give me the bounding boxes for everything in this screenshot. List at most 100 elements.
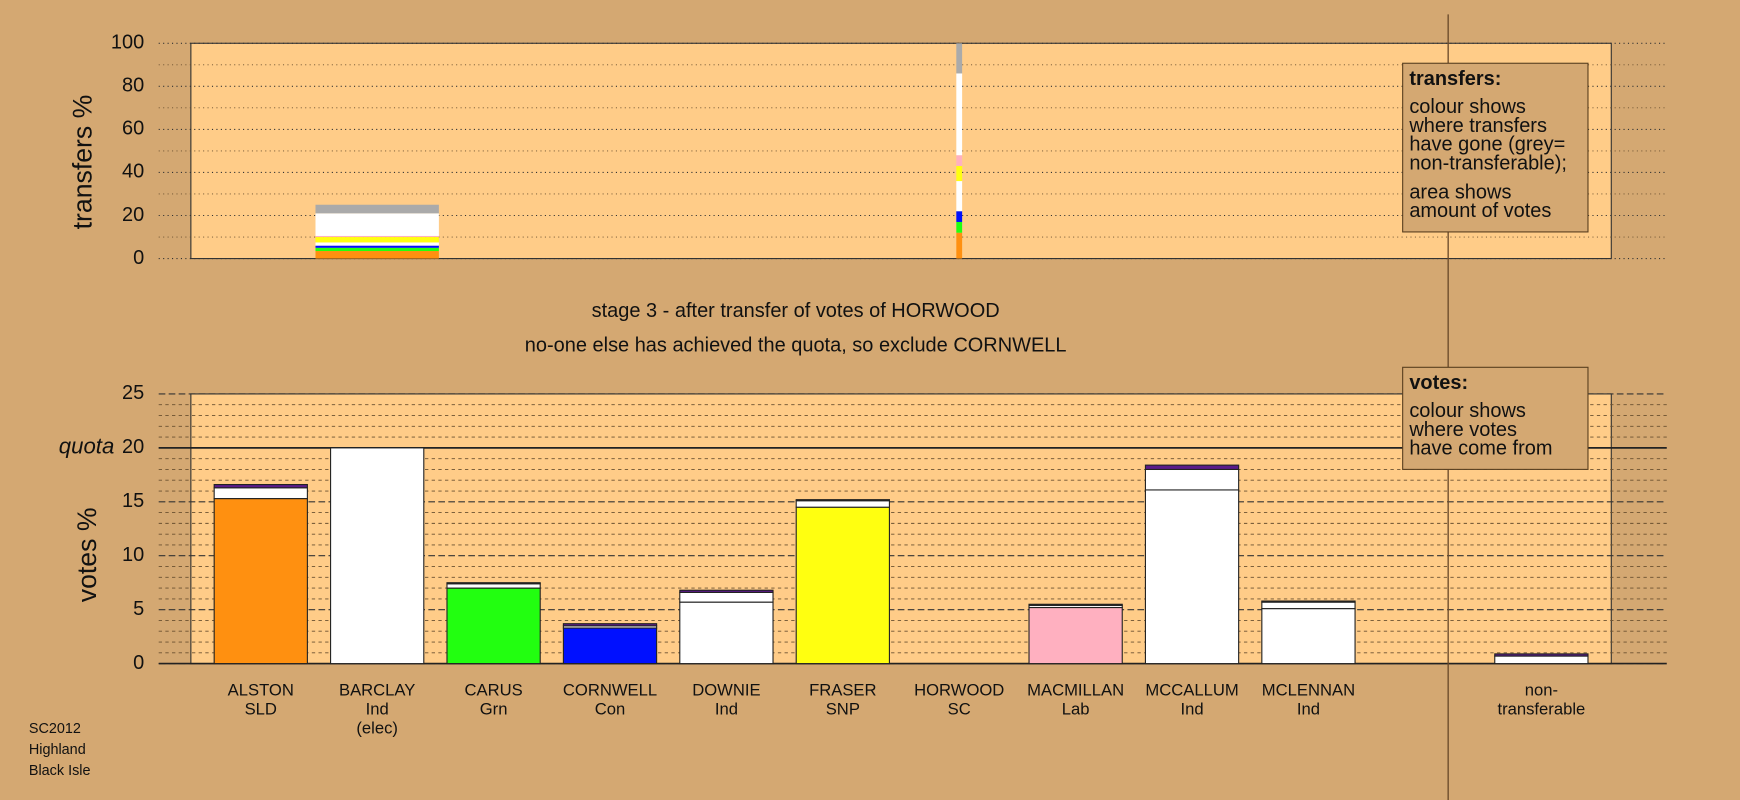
y-tick-label: 40 (122, 161, 144, 183)
bar-segment (1261, 608, 1356, 665)
x-tick-label: MCLENNAN (1262, 681, 1355, 700)
x-tick-label: HORWOOD (914, 681, 1004, 700)
bar-segment (1144, 464, 1240, 471)
footer-text: Highland (29, 742, 86, 758)
x-tick-label: Ind (1180, 700, 1203, 719)
x-tick-label: Ind (366, 700, 389, 719)
x-tick-label: ALSTON (228, 681, 294, 700)
bar-segment (1144, 489, 1240, 665)
bar-segment (956, 211, 963, 222)
bar-segment (795, 499, 890, 502)
bar-segment (1494, 655, 1589, 665)
bar-segment (1028, 603, 1123, 606)
bar-segment (330, 447, 425, 665)
legend-text: have come from (1409, 438, 1552, 460)
bar-segment (315, 245, 439, 248)
bar-segment (956, 43, 963, 74)
bar-segment (562, 627, 658, 665)
bar-segment (315, 204, 439, 214)
bar-segment (956, 181, 963, 212)
bar-segment (315, 247, 439, 252)
y-tick-label: 20 (122, 436, 144, 458)
legend-text: where votes (1408, 419, 1517, 441)
legend-title: votes: (1409, 372, 1468, 394)
legend-text: have gone (grey= (1409, 134, 1565, 156)
bar-segment (956, 232, 963, 259)
legend-text: amount of votes (1409, 200, 1551, 222)
bar-segment (213, 483, 308, 489)
legend-text: colour shows (1409, 96, 1526, 118)
y-tick-label: 20 (122, 204, 144, 226)
y-axis-title: votes % (72, 507, 102, 602)
bar-segment (956, 165, 963, 182)
bar-segment (1144, 468, 1240, 491)
y-tick-label: 100 (111, 32, 144, 54)
legend-text: non-transferable); (1409, 153, 1567, 175)
legend-box (1402, 366, 1589, 470)
bar-segment (679, 601, 774, 665)
bar-segment (446, 583, 541, 589)
x-tick-label: DOWNIE (692, 681, 760, 700)
y-tick-label: 10 (122, 544, 144, 566)
x-tick-label: non- (1525, 681, 1558, 700)
chart-body: stage 3 - after transfer of votes of HOR… (29, 14, 1667, 800)
bar-segment (213, 498, 308, 665)
x-tick-label: MCCALLUM (1145, 681, 1238, 700)
y-tick-label: 0 (133, 652, 144, 674)
y-tick-label: 0 (133, 247, 144, 269)
bar-segment (1028, 606, 1123, 665)
y-tick-label: 25 (122, 382, 144, 404)
bar-segment (679, 589, 774, 593)
y-tick-label: 15 (122, 490, 144, 512)
footer-text: SC2012 (29, 721, 81, 737)
footer-text: Black Isle (29, 763, 91, 779)
x-tick-label: Grn (480, 700, 508, 719)
x-tick-label: Ind (715, 700, 738, 719)
bar-segment (956, 221, 963, 233)
bar-segment (795, 506, 890, 665)
x-tick-label: SC (948, 700, 971, 719)
bar-segment (956, 73, 963, 156)
y-axis-title: transfers % (67, 95, 97, 230)
stage-subtitle: no-one else has achieved the quota, so e… (525, 335, 1067, 357)
bar-segment (956, 155, 963, 166)
x-tick-label: CORNWELL (563, 681, 657, 700)
x-tick-label: FRASER (809, 681, 876, 700)
y-tick-label: 60 (122, 118, 144, 140)
x-tick-label: CARUS (464, 681, 522, 700)
bar-segment (315, 251, 439, 259)
legend-text: colour shows (1409, 400, 1526, 422)
legend-box (1402, 62, 1589, 233)
bar-segment (315, 237, 439, 243)
bar-segment (1494, 653, 1589, 657)
bar-segment (213, 487, 308, 500)
bar-segment (679, 591, 774, 603)
x-tick-label: MACMILLAN (1027, 681, 1124, 700)
y-tick-label: 80 (122, 75, 144, 97)
legend-text: where transfers (1408, 115, 1547, 137)
x-tick-label: BARCLAY (339, 681, 415, 700)
quota-label: quota (59, 434, 115, 459)
bar-segment (1261, 601, 1356, 610)
x-tick-label: Lab (1062, 700, 1090, 719)
bar-segment (562, 623, 658, 627)
x-tick-label: (elec) (356, 718, 398, 737)
bar-segment (315, 242, 439, 246)
x-tick-label: SNP (826, 700, 860, 719)
plot-area (190, 393, 1612, 665)
y-tick-label: 5 (133, 598, 144, 620)
bar-segment (1261, 600, 1356, 603)
legend-text: area shows (1409, 181, 1511, 203)
stage-title: stage 3 - after transfer of votes of HOR… (592, 300, 1000, 322)
bar-segment (446, 582, 541, 585)
x-tick-label: SLD (245, 700, 277, 719)
x-tick-label: transferable (1497, 700, 1585, 719)
x-tick-label: Con (595, 700, 626, 719)
bar-segment (795, 500, 890, 508)
bar-segment (315, 235, 439, 238)
bar-segment (446, 587, 541, 665)
x-tick-label: Ind (1297, 700, 1320, 719)
legend-title: transfers: (1409, 68, 1501, 90)
